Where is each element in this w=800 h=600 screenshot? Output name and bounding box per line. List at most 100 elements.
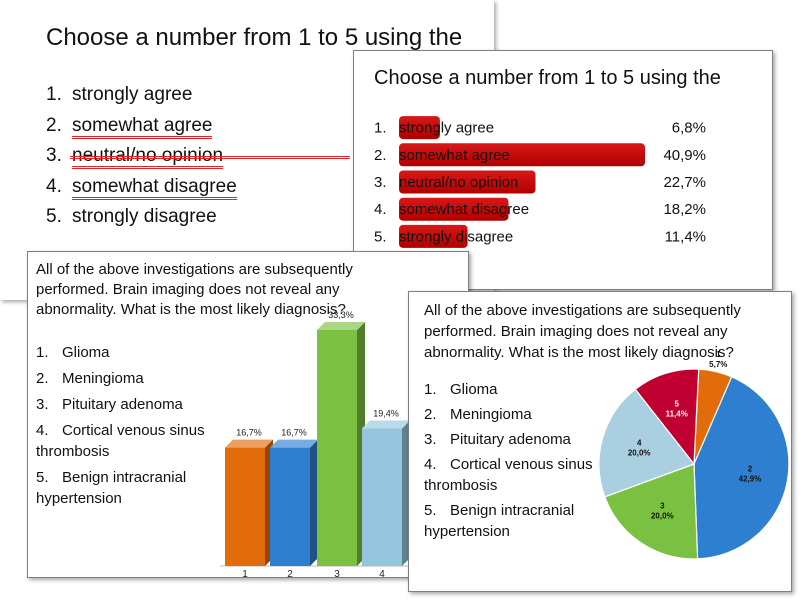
bar <box>270 447 310 566</box>
option-number: 1. <box>36 344 49 361</box>
bar <box>399 143 645 167</box>
option-label: strongly agree <box>72 84 193 105</box>
slide4-option: 2. Meningioma <box>424 404 599 425</box>
pie-slice <box>693 376 790 560</box>
slide1-option: 3. neutral/no opinion <box>46 141 237 172</box>
bar-value-label: 19,4% <box>373 409 399 419</box>
bar <box>399 224 468 248</box>
slide4-question: All of the above investigations are subs… <box>424 302 741 361</box>
pie-slice <box>634 368 700 466</box>
bar-category-label: strongly agree <box>399 120 494 137</box>
slide1-options-list: 1. strongly agree 2. somewhat agree 3. neut… <box>46 80 237 233</box>
bar <box>362 428 402 566</box>
slide3-option: 4. Cortical venous sinus thrombosis <box>36 420 236 462</box>
bar-category-label: neutral/no opinion <box>399 174 518 191</box>
option-label: Glioma <box>62 344 110 361</box>
option-label: Pituitary adenoma <box>450 431 571 448</box>
bar-value-label: 33,3% <box>328 310 354 320</box>
bar-number: 2. <box>374 147 387 164</box>
bar-top <box>270 439 318 448</box>
slide1-option: 2. somewhat agree <box>46 111 237 142</box>
option-number: 5. <box>46 206 62 227</box>
bar-category-label: strongly disagree <box>399 228 513 245</box>
option-number: 2. <box>424 406 437 423</box>
bar-number: 1. <box>374 120 387 137</box>
slide3-options-list: 1. Glioma 2. Meningioma 3. Pituitary adenom… <box>36 342 236 509</box>
slide4-option: 4. Cortical venous sinus thrombosis <box>424 454 599 496</box>
bar-value-label: 11,4% <box>665 228 706 245</box>
slide2-title: Choose a number from 1 to 5 using the <box>374 67 721 89</box>
bar-value-label: 18,2% <box>663 201 706 218</box>
diagnosis-pie-chart: 15,7%242,9%320,0%420,0%511,4% <box>598 350 790 560</box>
slide4-option: 3. Pituitary adenoma <box>424 429 599 450</box>
bar-top <box>317 322 365 330</box>
bar-number: 4. <box>374 201 387 218</box>
slide3-option: 2. Meningioma <box>36 368 236 389</box>
survey-results-bar-chart: 1. strongly agree 6,8% 2. somewhat agree 40,9… <box>374 116 706 248</box>
strike-line <box>70 156 350 159</box>
diagnosis-bar-chart: 16,7% 1 16,7% 2 33,3% 3 19,4% 4 <box>220 310 412 579</box>
bar-category-label: somewhat agree <box>399 147 510 164</box>
bar-value-label: 16,7% <box>281 428 307 438</box>
bar <box>225 447 265 566</box>
bar-value-label: 40,9% <box>663 147 706 164</box>
option-number: 2. <box>36 370 49 387</box>
bar-category-label: 1 <box>242 569 248 579</box>
option-number: 1. <box>424 381 437 398</box>
option-label: somewhat disagree <box>72 175 237 200</box>
option-number: 1. <box>46 84 62 105</box>
option-number: 4. <box>46 175 62 197</box>
slide1-title: Choose a number from 1 to 5 using the <box>46 24 463 51</box>
option-label: somewhat agree <box>72 114 213 139</box>
bar-number: 5. <box>374 228 387 245</box>
option-label: Pituitary adenoma <box>62 396 183 413</box>
bar <box>317 330 357 566</box>
slide3-question: All of the above investigations are subs… <box>36 261 353 318</box>
pie-slice-label: 2 <box>748 465 753 474</box>
pie-value-label: 5,7% <box>709 360 727 369</box>
option-label: Benign intracranial hypertension <box>424 502 575 540</box>
bar-top <box>362 420 410 429</box>
pie-value-label: 20,0% <box>651 511 674 520</box>
slide-survey-results: Choose a number from 1 to 5 using the 1.… <box>353 50 773 290</box>
slide1-option: 5. strongly disagree <box>46 202 237 233</box>
bar-side <box>310 439 318 566</box>
option-label: Benign intracranial hypertension <box>36 469 187 507</box>
option-number: 3. <box>424 431 437 448</box>
slide4-option: 5. Benign intracranial hypertension <box>424 500 599 542</box>
option-number: 4. <box>424 456 437 473</box>
bar <box>399 116 440 140</box>
bar-value-label: 22,7% <box>663 174 706 191</box>
pie-slice-label: 1 <box>716 350 721 359</box>
option-label: strongly disagree <box>72 206 217 227</box>
pie-slice-label: 5 <box>674 400 679 409</box>
slide3-option: 5. Benign intracranial hypertension <box>36 467 236 509</box>
slide3-option: 3. Pituitary adenoma <box>36 394 236 415</box>
pie-slice-label: 3 <box>660 501 665 510</box>
option-number: 5. <box>424 502 437 519</box>
bar-category-label: somewhat disagree <box>399 201 529 218</box>
bar-category-label: 3 <box>334 569 340 579</box>
pie-value-label: 42,9% <box>739 475 762 484</box>
slide3-option: 1. Glioma <box>36 342 236 363</box>
pie-value-label: 11,4% <box>666 410 688 419</box>
bar-value-label: 6,8% <box>672 120 706 137</box>
option-number: 5. <box>36 469 49 486</box>
option-label: neutral/no opinion <box>72 145 224 169</box>
slide-diagnosis-bar: All of the above investigations are subs… <box>27 251 469 579</box>
pie-slice <box>598 388 695 498</box>
option-label: Meningioma <box>62 370 144 387</box>
pie-value-label: 20,0% <box>628 449 651 458</box>
option-number: 3. <box>46 145 62 166</box>
option-label: Glioma <box>450 381 498 398</box>
option-number: 3. <box>36 396 49 413</box>
option-label: Meningioma <box>450 406 532 423</box>
slide4-options-list: 1. Glioma 2. Meningioma 3. Pituitary adenom… <box>424 379 599 542</box>
slide-diagnosis-pie: All of the above investigations are subs… <box>408 291 792 592</box>
option-label: Cortical venous sinus thrombosis <box>36 422 205 460</box>
bar-top <box>225 439 273 448</box>
pie-slice <box>604 463 699 560</box>
slide4-option: 1. Glioma <box>424 379 599 400</box>
slide1-option: 1. strongly agree <box>46 80 237 111</box>
bar <box>399 170 536 194</box>
